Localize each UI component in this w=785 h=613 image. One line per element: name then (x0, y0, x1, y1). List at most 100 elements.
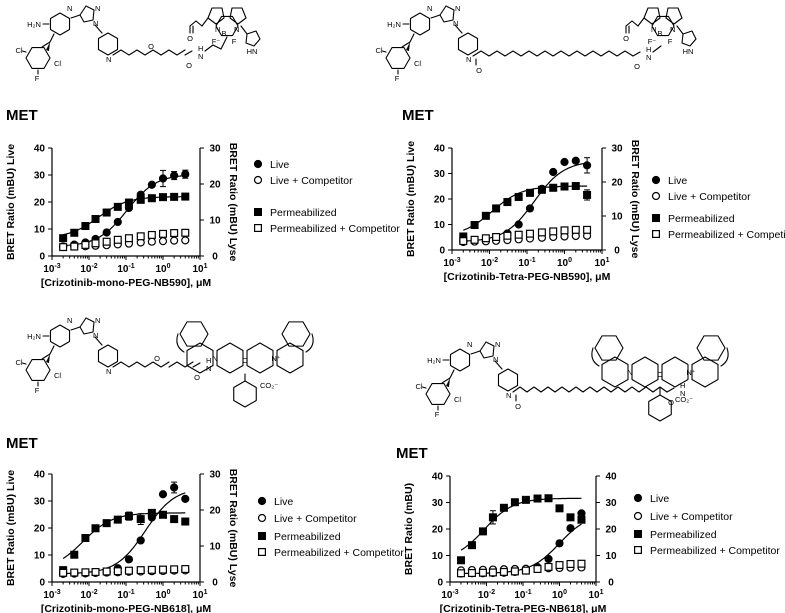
permeabilized-marker (544, 494, 553, 503)
y-tick-label-left: 10 (34, 551, 46, 562)
x-tick-label: 100 (155, 589, 170, 601)
bond (494, 360, 503, 370)
y-tick-label-right: 20 (209, 180, 221, 191)
y-axis-title-left: BRET Ratio (mBU) (403, 483, 415, 575)
permeabilized-marker (147, 194, 156, 203)
bond (470, 350, 481, 355)
permeabilized-marker (456, 556, 465, 565)
x-tick-label: 100 (557, 257, 572, 269)
atom-label: O (187, 34, 193, 43)
legend-label: Live + Competitor (274, 513, 357, 525)
permeabilized-competitor-marker (470, 235, 479, 244)
permeabilized-competitor-marker (510, 567, 519, 576)
atom-label: Cl (454, 395, 461, 404)
y-tick-label-right: 20 (605, 525, 617, 536)
legend-label: Permeabilized (668, 213, 735, 225)
atom-label: Cl (414, 59, 421, 68)
x-tick-label: 10-2 (478, 589, 495, 601)
azepine-bond (176, 333, 185, 353)
permeabilized-marker (571, 181, 580, 190)
y-tick-label-right: 30 (605, 498, 617, 509)
atom-label: F (35, 74, 40, 83)
permeabilized-competitor-marker (583, 225, 592, 234)
permeabilized-competitor-marker (181, 565, 190, 574)
atom-label: N (466, 55, 471, 64)
atom-label: N (627, 368, 632, 377)
atom-label: N (95, 316, 100, 325)
x-tick-label: 10-3 (43, 263, 60, 275)
x-tick-label: 101 (588, 589, 603, 601)
atom-label: N (212, 354, 217, 363)
pyridine-ring (449, 348, 471, 372)
permeabilized-marker (181, 192, 190, 201)
y-tick-label-left: 40 (432, 472, 444, 483)
permeabilized-competitor-marker (124, 566, 133, 575)
pyridine-ring (409, 12, 431, 36)
legend-swatch-live (253, 159, 263, 169)
y-axis-title-right: BRET Ratio (mBU) Lyse (227, 143, 239, 262)
permeabilized-marker (113, 515, 122, 524)
y-tick-label-left: 30 (34, 497, 46, 508)
permeabilized-marker (113, 202, 122, 211)
permeabilized-marker (159, 193, 168, 202)
legend-swatch-live-competitor (257, 513, 267, 523)
permeabilized-marker (533, 494, 542, 503)
permeabilized-competitor-marker (544, 562, 553, 571)
permeabilized-marker (467, 541, 476, 550)
permeabilized-marker (70, 550, 79, 559)
permeabilized-marker (537, 185, 546, 194)
permeabilized-marker (91, 215, 100, 224)
permeabilized-competitor-marker (481, 234, 490, 243)
atom-label: CO₂⁻ (675, 395, 693, 404)
permeabilized-marker (481, 211, 490, 220)
permeabilized-competitor-marker (113, 567, 122, 576)
legend-label: Permeabilized (274, 531, 341, 543)
x-tick-label: 101 (594, 257, 609, 269)
atom-label: N (106, 55, 111, 64)
atom-label: F (395, 74, 400, 83)
permeabilized-competitor-marker (59, 568, 68, 577)
atom-label: F (35, 386, 40, 395)
y-tick-label-right: 20 (209, 506, 221, 517)
live-marker (158, 174, 168, 183)
live-marker (525, 204, 535, 213)
azepine-bond (305, 333, 314, 353)
bond (94, 24, 103, 34)
permeabilized-marker (170, 515, 179, 524)
legend-label: Live + Competitor (270, 175, 353, 187)
permeabilized-marker (566, 513, 575, 522)
permeabilized-competitor-marker (492, 232, 501, 241)
bond (220, 36, 228, 50)
atom-label: N (493, 355, 498, 364)
bond (401, 41, 411, 48)
atom-label: N (95, 4, 100, 13)
y-tick-label-left: 0 (437, 578, 443, 589)
atom-label: O (476, 66, 482, 75)
x-tick-label: 10-3 (443, 257, 460, 269)
bond (625, 20, 633, 27)
chain-bond (168, 361, 194, 368)
permeabilized-competitor-marker (81, 568, 90, 577)
y-tick-label-right: 30 (209, 144, 221, 155)
permeabilized-marker (560, 182, 569, 191)
permeabilized-competitor-marker (571, 225, 580, 234)
permeabilized-marker (181, 517, 190, 526)
pyrazole-ring (79, 5, 95, 23)
bond (204, 44, 214, 52)
atom-label: O (154, 354, 160, 363)
bond (41, 353, 51, 360)
permeabilized-marker (555, 504, 564, 513)
permeabilized-competitor-marker (124, 234, 133, 243)
y-axis-title-right: BRET Ratio (mBU) Lyse (227, 469, 239, 588)
xanthene-ring-2 (246, 342, 274, 374)
legend-swatch-live-competitor (651, 191, 661, 201)
x-tick-label: 10-2 (80, 589, 97, 601)
pyrrole-ring-left (643, 7, 661, 25)
atom-label: N (467, 340, 472, 349)
atom-label: O (186, 61, 192, 70)
atom-label: B (221, 29, 226, 38)
azepine-bond (591, 347, 600, 367)
piperidine-ring (97, 32, 119, 56)
